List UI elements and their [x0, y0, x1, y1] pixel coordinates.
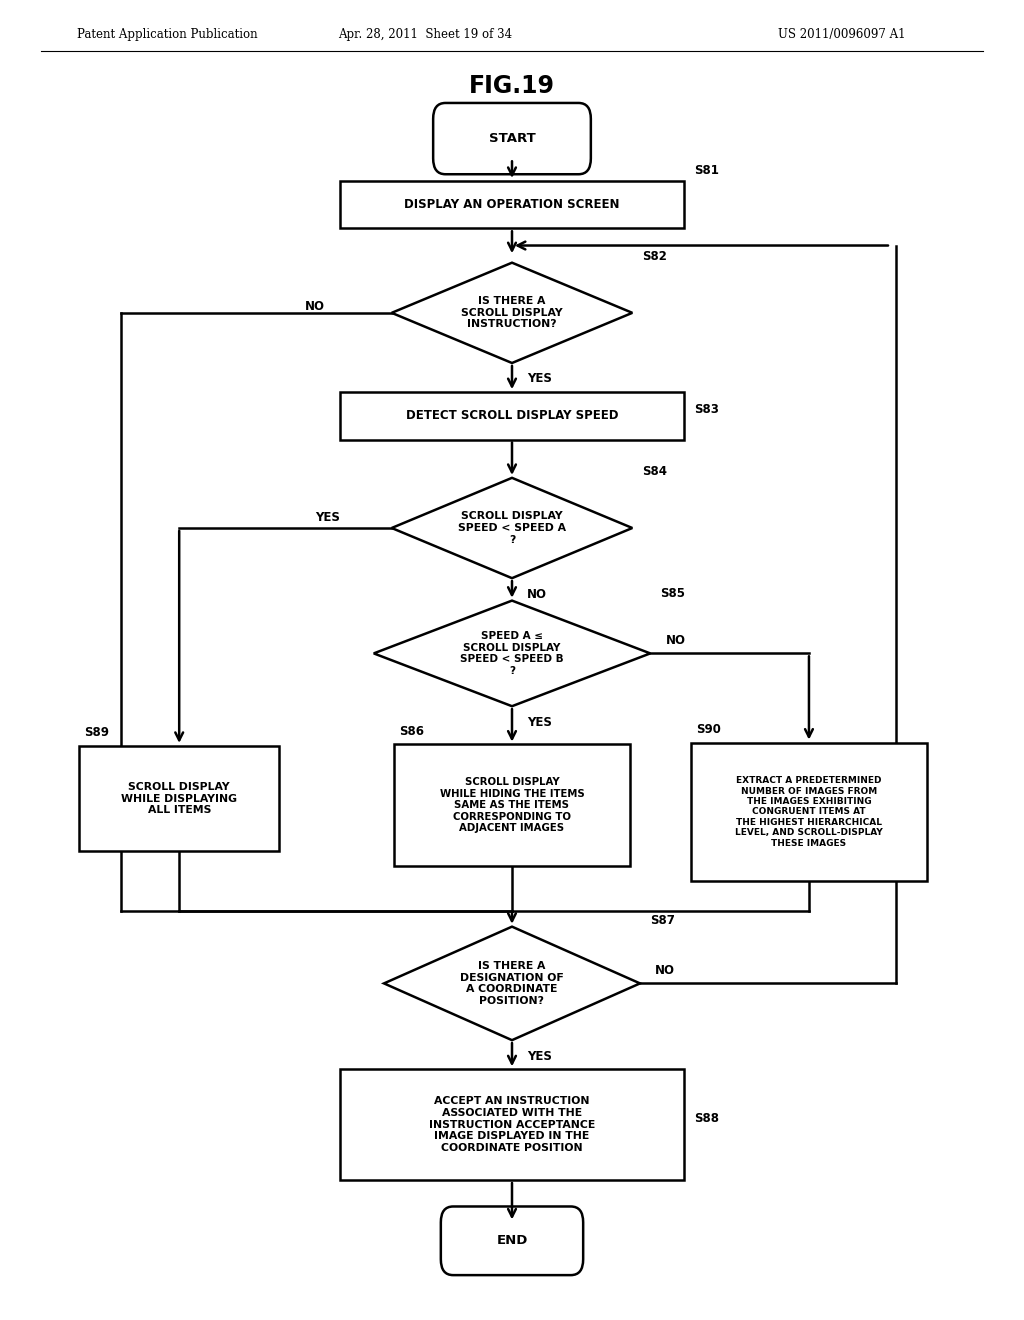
Text: Apr. 28, 2011  Sheet 19 of 34: Apr. 28, 2011 Sheet 19 of 34: [338, 28, 512, 41]
Text: IS THERE A
SCROLL DISPLAY
INSTRUCTION?: IS THERE A SCROLL DISPLAY INSTRUCTION?: [461, 296, 563, 330]
Polygon shape: [391, 263, 632, 363]
FancyBboxPatch shape: [440, 1206, 584, 1275]
Text: ACCEPT AN INSTRUCTION
ASSOCIATED WITH THE
INSTRUCTION ACCEPTANCE
IMAGE DISPLAYED: ACCEPT AN INSTRUCTION ASSOCIATED WITH TH…: [429, 1097, 595, 1152]
Text: YES: YES: [315, 511, 340, 524]
Text: NO: NO: [305, 300, 325, 313]
Text: EXTRACT A PREDETERMINED
NUMBER OF IMAGES FROM
THE IMAGES EXHIBITING
CONGRUENT IT: EXTRACT A PREDETERMINED NUMBER OF IMAGES…: [735, 776, 883, 847]
Bar: [340, 1069, 684, 1180]
Text: SCROLL DISPLAY
WHILE HIDING THE ITEMS
SAME AS THE ITEMS
CORRESPONDING TO
ADJACEN: SCROLL DISPLAY WHILE HIDING THE ITEMS SA…: [439, 777, 585, 833]
Text: START: START: [488, 132, 536, 145]
Text: YES: YES: [527, 372, 552, 385]
Text: YES: YES: [527, 1049, 552, 1063]
Polygon shape: [374, 601, 650, 706]
Polygon shape: [391, 478, 632, 578]
Bar: [340, 392, 684, 440]
Bar: [691, 742, 927, 882]
Text: IS THERE A
DESIGNATION OF
A COORDINATE
POSITION?: IS THERE A DESIGNATION OF A COORDINATE P…: [460, 961, 564, 1006]
Text: END: END: [497, 1234, 527, 1247]
Text: SCROLL DISPLAY
SPEED < SPEED A
?: SCROLL DISPLAY SPEED < SPEED A ?: [458, 511, 566, 545]
Text: SCROLL DISPLAY
WHILE DISPLAYING
ALL ITEMS: SCROLL DISPLAY WHILE DISPLAYING ALL ITEM…: [121, 781, 238, 816]
Text: S85: S85: [660, 587, 685, 601]
Text: SPEED A ≤
SCROLL DISPLAY
SPEED < SPEED B
?: SPEED A ≤ SCROLL DISPLAY SPEED < SPEED B…: [460, 631, 564, 676]
Text: S86: S86: [399, 725, 424, 738]
FancyBboxPatch shape: [433, 103, 591, 174]
Text: S84: S84: [643, 465, 668, 478]
Text: S90: S90: [696, 723, 721, 735]
Text: S83: S83: [694, 403, 719, 416]
Text: NO: NO: [655, 964, 676, 977]
Text: US 2011/0096097 A1: US 2011/0096097 A1: [778, 28, 906, 41]
Text: FIG.19: FIG.19: [469, 74, 555, 98]
Text: DISPLAY AN OPERATION SCREEN: DISPLAY AN OPERATION SCREEN: [404, 198, 620, 211]
Text: S81: S81: [694, 164, 719, 177]
Text: NO: NO: [527, 587, 548, 601]
Text: DETECT SCROLL DISPLAY SPEED: DETECT SCROLL DISPLAY SPEED: [406, 409, 618, 422]
Text: S82: S82: [643, 249, 668, 263]
Text: Patent Application Publication: Patent Application Publication: [77, 28, 257, 41]
Text: S88: S88: [694, 1111, 719, 1125]
Text: YES: YES: [527, 715, 552, 729]
Text: S87: S87: [650, 913, 675, 927]
Bar: [79, 746, 279, 851]
Polygon shape: [384, 927, 640, 1040]
Text: NO: NO: [666, 634, 686, 647]
Bar: [340, 181, 684, 228]
Bar: [394, 744, 630, 866]
Text: S89: S89: [84, 726, 110, 739]
